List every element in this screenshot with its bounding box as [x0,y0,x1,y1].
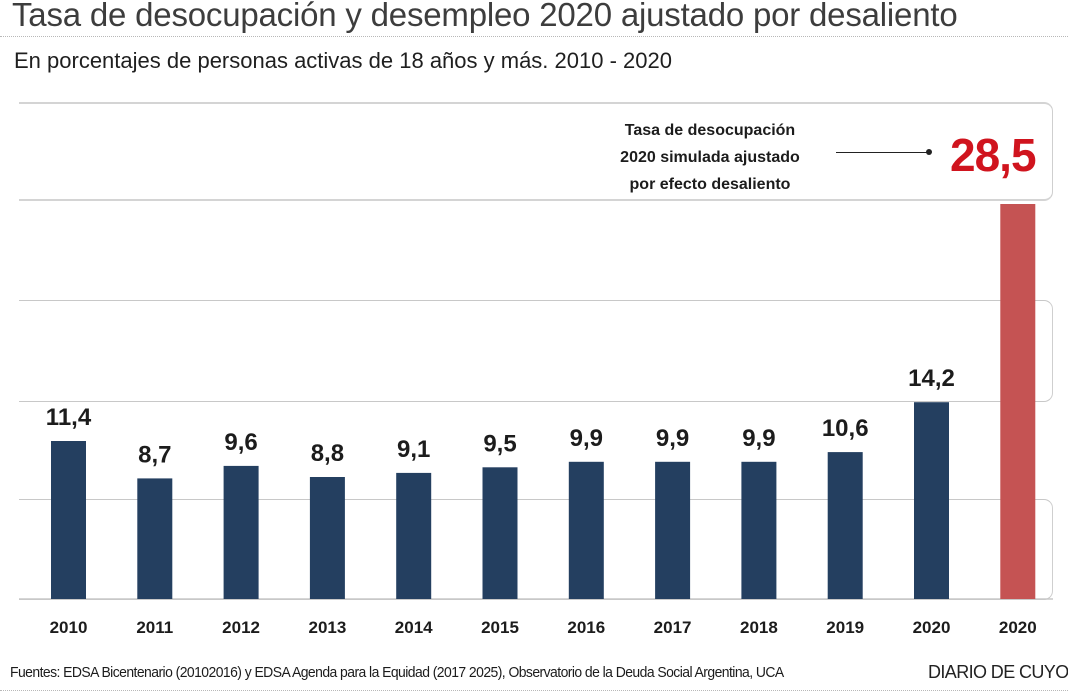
bar-2016 [568,461,604,599]
x-tick-label-2014: 2014 [395,618,433,637]
data-label-2015: 9,5 [483,430,516,457]
data-label-2019: 10,6 [822,415,869,442]
data-label-2017: 9,9 [656,425,689,452]
annotation-line-3: por efecto desaliento [629,176,791,193]
title-divider [0,36,1068,37]
bar-2012 [223,465,259,599]
data-label-2014: 9,1 [397,436,430,463]
annotation-text: Tasa de desocupación 2020 simulada ajust… [585,117,835,198]
annotation-value: 28,5 [950,129,1037,181]
annotation-leader-line [836,152,928,153]
bar-2010 [51,441,86,599]
data-label-2020: 14,2 [908,365,955,392]
x-tick-label-2012: 2012 [222,618,260,637]
brand-label: DIARIO DE CUYO [928,662,1068,682]
annotation-box [19,102,1053,201]
data-label-2013: 8,8 [311,440,344,467]
data-label-2010: 11,4 [46,404,92,431]
bar-2018 [741,461,777,599]
grid-band-middle [19,300,1053,402]
source-note: Fuentes: EDSA Bicentenario (20102016) y … [10,664,784,681]
bar-2015 [482,467,518,599]
bar-2011 [137,478,173,599]
annotation-leader-dot [926,149,932,155]
x-tick-label-2020-adjusted: 2020 [999,618,1037,637]
data-label-2012: 9,6 [224,429,257,456]
x-tick-label-2017: 2017 [654,618,692,637]
bar-2019 [827,452,863,599]
data-label-2016: 9,9 [570,425,603,452]
data-label-2011: 8,7 [138,441,171,468]
footer-divider [0,690,1068,691]
x-tick-label-2019: 2019 [826,618,864,637]
x-tick-label-2020: 2020 [913,618,951,637]
x-tick-label-2013: 2013 [308,618,346,637]
x-tick-label-2018: 2018 [740,618,778,637]
bar-2020 [914,402,949,599]
annotation-line-1: Tasa de desocupación [624,122,796,139]
bar-2013 [309,477,345,599]
x-tick-label-2010: 2010 [50,618,88,637]
chart-title: Tasa de desocupación y desempleo 2020 aj… [12,0,958,33]
chart-subtitle: En porcentajes de personas activas de 18… [14,48,672,73]
data-label-2018: 9,9 [742,425,775,452]
x-tick-label-2015: 2015 [481,618,519,637]
bar-2020-adjusted [1000,204,1036,599]
annotation-line-2: 2020 simulada ajustado [620,149,800,166]
x-tick-label-2016: 2016 [567,618,605,637]
bar-2014 [396,472,432,599]
bar-2017 [655,461,691,599]
x-tick-label-2011: 2011 [136,618,173,637]
